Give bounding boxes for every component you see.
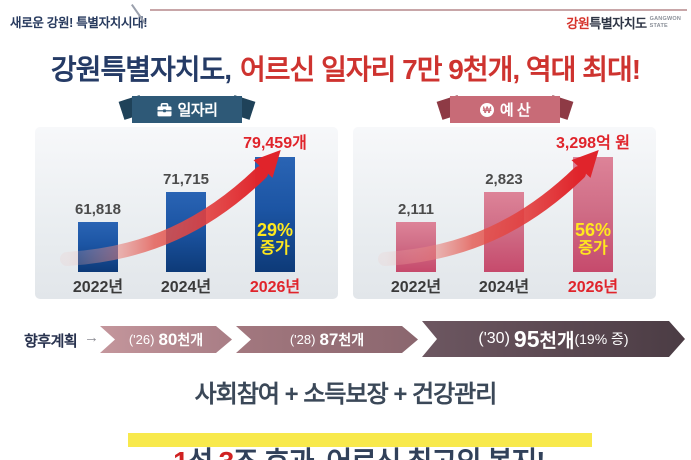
budget-xlabel-2024: 2024년: [478, 279, 530, 296]
jobs-bar-chart: 61,818 71,715 79,459개 29% 증가 2022년 2024년…: [35, 127, 338, 299]
jobs-growth-annotation: 29% 증가: [256, 220, 294, 258]
jobs-bar-2022: [78, 222, 118, 272]
jobs-badge-label: 일자리: [177, 102, 218, 119]
footer-benefits-line: 사회참여 + 소득보장 + 건강관리: [194, 381, 498, 408]
jobs-badge-body: 일자리: [132, 96, 242, 123]
budget-bar-2024: [484, 192, 524, 272]
future-plan-step-2030: ('30) 95 천개 (19% 증): [422, 321, 685, 357]
budget-bar-2022: [396, 222, 436, 272]
jobs-value-2026: 79,459개: [243, 135, 307, 152]
logo-kr-accent: 강원: [566, 16, 590, 31]
future-plan-step-2028: ('28) 87 천개: [236, 326, 418, 353]
jobs-bar-2024: [166, 192, 206, 272]
budget-growth-annotation: 56% 증가: [574, 220, 612, 258]
budget-xlabel-2022: 2022년: [390, 279, 442, 296]
budget-badge-label: 예 산: [499, 102, 531, 119]
won-coin-icon: ₩: [479, 102, 494, 117]
jobs-value-2022: 61,818: [75, 201, 121, 218]
jobs-xlabel-2024: 2024년: [160, 279, 212, 296]
budget-value-2026: 3,298억 원: [556, 135, 630, 152]
budget-xlabel-2026: 2026년: [567, 279, 619, 296]
title-navy-part: 강원특별자치도,: [50, 54, 232, 85]
budget-value-2024: 2,823: [485, 171, 523, 188]
logo-en-text: GANGWON STATE: [649, 16, 681, 29]
title-red-part: 어르신 일자리 7만 9천개, 역대 최대!: [240, 54, 641, 85]
jobs-xlabel-2022: 2022년: [72, 279, 124, 296]
header-tagline: 새로운 강원! 특별자치시대!: [10, 16, 148, 30]
jobs-value-2024: 71,715: [163, 171, 209, 188]
footer-yellow-highlight: [128, 433, 592, 447]
budget-bar-chart: 2,111 2,823 3,298억 원 56% 증가 2022년 2024년 …: [353, 127, 656, 299]
future-plan-label: 향후계획: [24, 333, 78, 350]
briefcase-icon: [157, 102, 172, 116]
footer-slogan-line: 1석 3조 효과, 어르신 최고의 복지!: [0, 408, 691, 460]
jobs-chart-badge: 일자리: [118, 95, 256, 123]
gangwon-state-logo: 강원 특별자치도 GANGWON STATE: [566, 13, 681, 32]
logo-kr-rest: 특별자치도: [589, 16, 647, 31]
page-title: 강원특별자치도, 어르신 일자리 7만 9천개, 역대 최대!: [0, 48, 691, 88]
jobs-xlabel-2026: 2026년: [249, 279, 301, 296]
future-plan-arrow-icon: →: [84, 329, 99, 346]
budget-value-2022: 2,111: [398, 201, 434, 218]
header-rule-line: [150, 9, 687, 11]
budget-chart-badge: ₩ 예 산: [436, 95, 574, 123]
future-plan-step-2026: ('26) 80 천개: [100, 326, 232, 353]
budget-badge-body: ₩ 예 산: [450, 96, 560, 123]
